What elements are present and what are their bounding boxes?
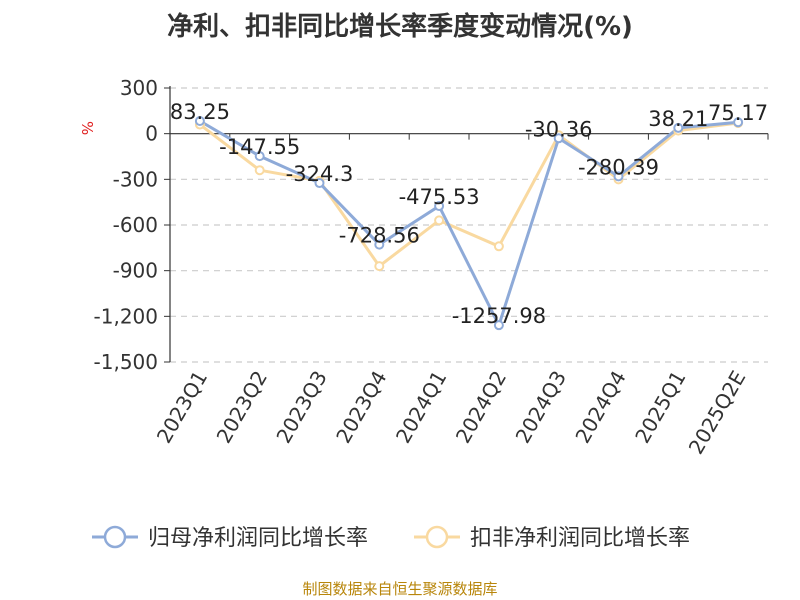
x-tick-label: 2023Q3: [271, 367, 331, 448]
data-label: -1257.98: [452, 304, 546, 328]
data-source-note: 制图数据来自恒生聚源数据库: [302, 580, 498, 598]
data-label: -280.39: [578, 155, 659, 179]
data-point: [493, 241, 504, 252]
x-tick-label: 2023Q1: [152, 367, 212, 448]
data-label: 75.17: [708, 101, 768, 125]
x-tick-label: 2025Q2E: [684, 367, 751, 459]
y-tick-label: -1,200: [94, 304, 158, 328]
x-tick-label: 2024Q2: [451, 367, 511, 448]
y-tick-label: 0: [145, 122, 158, 146]
data-point: [733, 117, 744, 128]
series-line: [199, 119, 739, 327]
chart-title: 净利、扣非同比增长率季度变动情况(%): [167, 12, 633, 42]
y-tick-label: -300: [113, 167, 158, 191]
data-label: 83.25: [170, 100, 230, 124]
data-point: [314, 178, 325, 189]
x-tick-label: 2024Q3: [511, 367, 571, 448]
x-tick-label: 2024Q4: [570, 367, 630, 448]
y-tick-label: 300: [120, 76, 158, 100]
data-point: [254, 151, 265, 162]
legend-marker: [425, 525, 449, 549]
data-label: -728.56: [339, 224, 420, 248]
data-label: -475.53: [399, 185, 480, 209]
y-tick-label: -600: [113, 213, 158, 237]
data-label: -147.55: [219, 135, 300, 159]
data-label: -324.3: [286, 162, 354, 186]
legend-marker: [103, 525, 127, 549]
y-tick-label: -1,500: [94, 350, 158, 374]
data-point: [194, 115, 205, 126]
data-point: [613, 171, 624, 182]
data-point: [493, 320, 504, 331]
x-tick-label: 2023Q4: [331, 367, 391, 448]
data-label: -30.36: [525, 117, 593, 141]
data-point: [434, 201, 445, 212]
series-line: [198, 121, 739, 268]
data-point: [374, 239, 385, 250]
x-tick-label: 2025Q1: [630, 367, 690, 448]
legend-label: 扣非净利润同比增长率: [470, 526, 690, 551]
data-label: 38.21: [648, 107, 708, 131]
x-tick-label: 2024Q1: [391, 366, 451, 447]
legend-label: 归母净利润同比增长率: [148, 526, 368, 551]
data-point: [673, 122, 684, 133]
data-point: [254, 165, 265, 176]
y-tick-label: -900: [113, 259, 158, 283]
data-point: [374, 261, 385, 272]
data-point: [553, 133, 564, 144]
x-tick-label: 2023Q2: [212, 367, 272, 448]
data-point: [434, 215, 445, 226]
